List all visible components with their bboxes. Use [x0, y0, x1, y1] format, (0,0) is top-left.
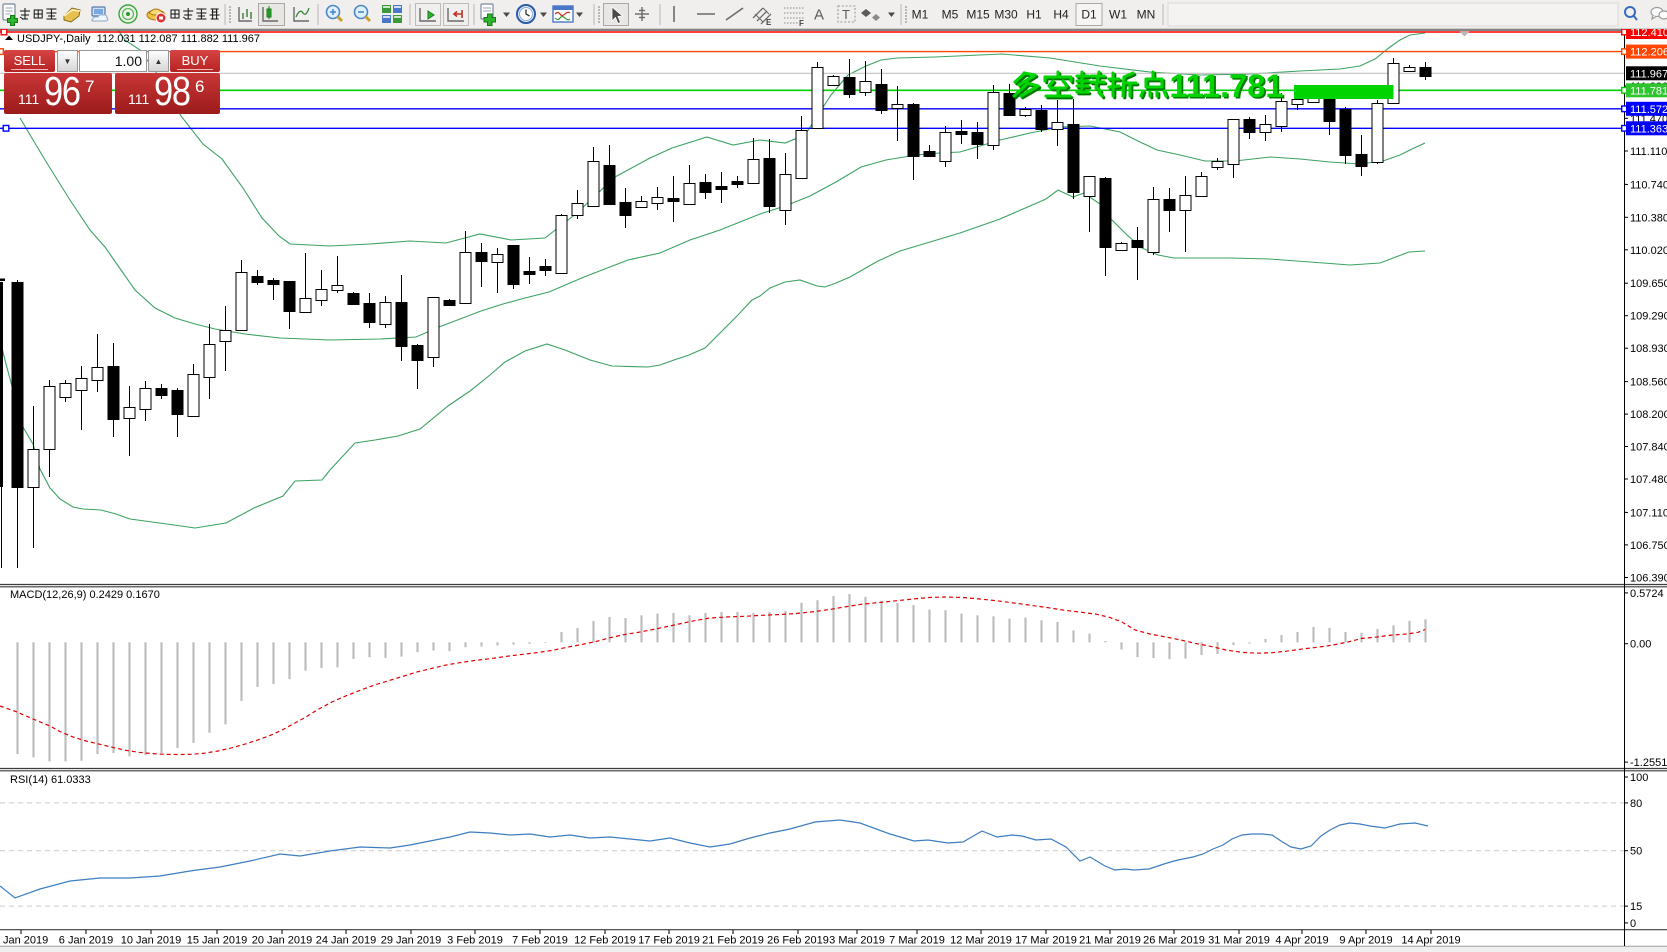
- svg-text:17 Feb 2019: 17 Feb 2019: [638, 935, 700, 947]
- svg-text:21 Mar 2019: 21 Mar 2019: [1079, 935, 1141, 947]
- svg-text:107.840: 107.840: [1630, 442, 1667, 454]
- svg-text:26 Mar 2019: 26 Mar 2019: [1143, 935, 1205, 947]
- svg-text:-1.2551: -1.2551: [1630, 757, 1667, 769]
- svg-text:108.200: 108.200: [1630, 409, 1667, 421]
- svg-text:0.5724: 0.5724: [1630, 588, 1664, 600]
- svg-text:107.110: 107.110: [1630, 507, 1667, 519]
- svg-text:112.206: 112.206: [1630, 47, 1667, 59]
- svg-text:106.750: 106.750: [1630, 540, 1667, 552]
- svg-text:109.650: 109.650: [1630, 278, 1667, 290]
- svg-text:10 Jan 2019: 10 Jan 2019: [121, 935, 182, 947]
- svg-text:4 Apr 2019: 4 Apr 2019: [1275, 935, 1328, 947]
- svg-text:7 Feb 2019: 7 Feb 2019: [512, 935, 568, 947]
- svg-text:7 Mar 2019: 7 Mar 2019: [889, 935, 945, 947]
- svg-text:E: E: [766, 18, 772, 27]
- svg-text:M15: M15: [966, 8, 990, 22]
- svg-text:3 Feb 2019: 3 Feb 2019: [447, 935, 503, 947]
- svg-text:111.363: 111.363: [1630, 123, 1667, 135]
- svg-text:3 Mar 2019: 3 Mar 2019: [829, 935, 885, 947]
- svg-text:14 Apr 2019: 14 Apr 2019: [1401, 935, 1460, 947]
- svg-text:111.781: 111.781: [1171, 70, 1285, 106]
- svg-text:110.020: 110.020: [1630, 245, 1667, 257]
- svg-text:111.781: 111.781: [1630, 85, 1667, 97]
- svg-text:107.480: 107.480: [1630, 474, 1667, 486]
- svg-text:21 Feb 2019: 21 Feb 2019: [702, 935, 764, 947]
- svg-text:0.00: 0.00: [1630, 639, 1651, 651]
- svg-text:M5: M5: [942, 8, 959, 22]
- svg-text:D1: D1: [1081, 8, 1097, 22]
- svg-text:H4: H4: [1053, 8, 1069, 22]
- svg-text:109.290: 109.290: [1630, 311, 1667, 323]
- svg-text:106.390: 106.390: [1630, 573, 1667, 585]
- svg-text:15: 15: [1630, 901, 1642, 913]
- svg-text:110.380: 110.380: [1630, 212, 1667, 224]
- svg-text:W1: W1: [1109, 8, 1127, 22]
- svg-text:12 Feb 2019: 12 Feb 2019: [574, 935, 636, 947]
- svg-text:15 Jan 2019: 15 Jan 2019: [187, 935, 248, 947]
- svg-text:0: 0: [1630, 918, 1636, 930]
- svg-text:H1: H1: [1026, 8, 1042, 22]
- svg-text:20 Jan 2019: 20 Jan 2019: [252, 935, 313, 947]
- svg-text:100: 100: [1630, 772, 1648, 784]
- svg-text:M30: M30: [994, 8, 1018, 22]
- svg-text:80: 80: [1630, 798, 1642, 810]
- svg-text:RSI(14) 61.0333: RSI(14) 61.0333: [10, 774, 91, 786]
- svg-text:MACD(12,26,9) 0.2429 0.1670: MACD(12,26,9) 0.2429 0.1670: [10, 589, 160, 601]
- svg-text:111.967: 111.967: [1630, 68, 1667, 80]
- svg-text:112.410: 112.410: [1630, 27, 1667, 39]
- svg-text:9 Apr 2019: 9 Apr 2019: [1339, 935, 1392, 947]
- svg-text:111.110: 111.110: [1630, 146, 1667, 158]
- svg-text:1 Jan 2019: 1 Jan 2019: [0, 935, 48, 947]
- svg-text:17 Mar 2019: 17 Mar 2019: [1015, 935, 1077, 947]
- svg-text:A: A: [814, 7, 824, 24]
- svg-text:MN: MN: [1137, 8, 1156, 22]
- svg-text:USDJPY-,Daily 112.031 112.087: USDJPY-,Daily 112.031 112.087 111.882 11…: [17, 33, 260, 45]
- svg-text:108.560: 108.560: [1630, 377, 1667, 389]
- svg-text:111.781: 111.781: [1170, 68, 1284, 104]
- svg-text:6 Jan 2019: 6 Jan 2019: [59, 935, 113, 947]
- svg-text:12 Mar 2019: 12 Mar 2019: [950, 935, 1012, 947]
- svg-text:26 Feb 2019: 26 Feb 2019: [767, 935, 829, 947]
- svg-text:T: T: [842, 7, 850, 22]
- svg-text:29 Jan 2019: 29 Jan 2019: [381, 935, 442, 947]
- svg-text:50: 50: [1630, 846, 1642, 858]
- svg-text:F: F: [799, 19, 804, 28]
- svg-text:31 Mar 2019: 31 Mar 2019: [1208, 935, 1270, 947]
- svg-text:24 Jan 2019: 24 Jan 2019: [316, 935, 377, 947]
- svg-text:M1: M1: [912, 8, 929, 22]
- svg-text:111.572: 111.572: [1630, 104, 1667, 116]
- svg-text:110.740: 110.740: [1630, 179, 1667, 191]
- svg-text:108.930: 108.930: [1630, 343, 1667, 355]
